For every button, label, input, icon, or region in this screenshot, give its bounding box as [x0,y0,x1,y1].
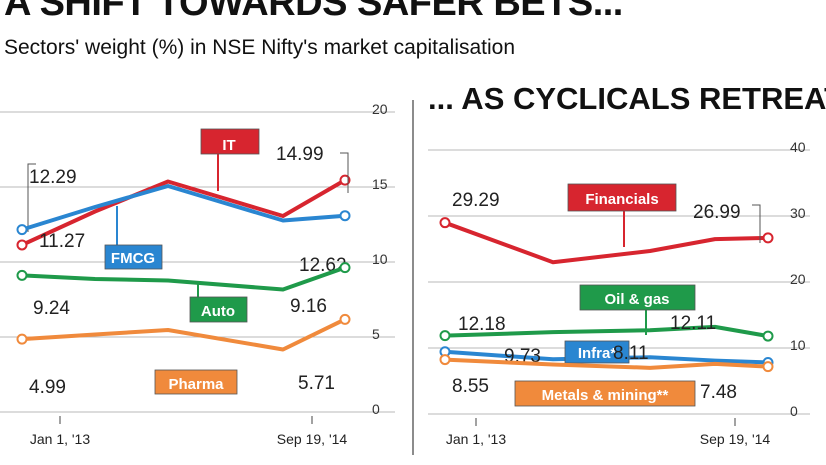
right-x-axis: Jan 1, '13 Sep 19, '14 [446,418,771,447]
series-name-metals-mining: Metals & mining** [542,387,669,404]
data-point-financials [762,232,774,244]
data-point-financials [439,217,451,229]
bracket-financials [752,204,761,243]
left-panel: 0 5 10 15 20 Jan 1, '13 Sep 19, '14 IT 11.27 14… [0,101,395,447]
end-value-fmcg: 12.62 [299,255,347,276]
headline: A SHIFT TOWARDS SAFER BETS... [4,0,623,24]
right-gridlines [428,149,810,415]
series-name-infra: Infra* [578,345,617,362]
end-value-auto: 9.16 [290,296,327,317]
series-name-auto: Auto [201,303,235,320]
data-point-fmcg [339,210,351,222]
right-panel: ... AS CYCLICALS RETREAT 0 10 20 30 40 Jan 1… [428,81,826,447]
start-value-auto: 9.24 [33,298,70,319]
data-point-oil-gas [439,330,451,342]
series-name-pharma: Pharma [168,376,224,393]
series-tag-auto [189,296,248,323]
right-y-axis: 0 10 20 30 40 [790,139,806,419]
series-pharma: Pharma 4.99 5.71 [16,313,351,398]
series-line-fmcg [20,184,347,232]
series-tag-metals-mining [514,380,696,407]
start-value-oil-gas: 12.18 [458,314,506,335]
left-x-axis: Jan 1, '13 Sep 19, '14 [30,416,348,447]
series-line-financials [443,220,770,265]
y-tick-label: 30 [790,205,806,221]
series-line-it [20,178,347,247]
series-tag-it [200,128,260,155]
start-value-pharma: 4.99 [29,377,66,398]
left-y-axis: 0 5 10 15 20 [372,101,388,417]
end-value-financials: 26.99 [693,202,741,223]
end-value-oil-gas: 12.11 [670,313,716,334]
series-metals-mining: Metals & mining** 8.55 7.48 [439,354,774,407]
series-it: IT 11.27 14.99 [16,128,351,252]
end-value-metals-mining: 7.48 [700,382,737,403]
right-series: Financials 29.29 26.99 Oil & gas 12.18 12.11 I… [439,183,774,407]
data-point-fmcg [16,224,28,236]
data-point-oil-gas [762,330,774,342]
series-fmcg: FMCG 12.29 12.62 [16,167,351,276]
y-tick-label: 0 [372,401,380,417]
left-gridlines [0,111,395,413]
x-tick-label: Sep 19, '14 [277,431,348,447]
x-tick-label: Jan 1, '13 [30,431,90,447]
series-name-financials: Financials [585,191,658,208]
series-line-pharma [20,317,347,352]
data-point-pharma [16,333,28,345]
series-tag-pharma [154,369,238,395]
end-value-infra: 8.11 [613,343,649,364]
subtitle: Sectors' weight (%) in NSE Nifty's marke… [4,36,516,59]
y-tick-label: 10 [790,337,806,353]
data-point-auto [339,262,351,274]
end-value-it: 14.99 [276,144,324,165]
series-name-it: IT [222,137,235,154]
series-line-metals-mining [443,357,770,370]
series-tag-fmcg [104,244,163,270]
start-value-financials: 29.29 [452,190,500,211]
data-point-pharma [339,313,351,325]
y-tick-label: 10 [372,251,388,267]
series-name-fmcg: FMCG [111,250,155,267]
series-line-auto [20,265,347,292]
series-financials: Financials 29.29 26.99 [439,183,774,265]
bracket-it [27,163,36,232]
data-point-metals-mining [439,354,451,366]
start-value-metals-mining: 8.55 [452,376,489,397]
y-tick-label: 0 [790,403,798,419]
series-tag-financials [567,183,677,212]
series-name-oil-gas: Oil & gas [604,291,669,308]
series-line-oil-gas [443,324,770,339]
data-point-metals-mining [762,361,774,373]
series-tag-infra [564,340,630,364]
right-panel-title: ... AS CYCLICALS RETREAT [428,81,826,116]
y-tick-label: 20 [790,271,806,287]
series-auto: Auto 9.24 9.16 [16,262,351,323]
start-value-fmcg: 12.29 [29,167,77,188]
y-tick-label: 5 [372,326,380,342]
series-tag-oil-gas [579,284,696,311]
x-tick-label: Jan 1, '13 [446,431,506,447]
end-value-pharma: 5.71 [298,373,335,394]
y-tick-label: 20 [372,101,388,117]
bracket-it [340,152,349,193]
y-tick-label: 15 [372,176,388,192]
series-oil-gas: Oil & gas 12.18 12.11 [439,284,774,342]
y-tick-label: 40 [790,139,806,155]
data-point-it [16,239,28,251]
x-tick-label: Sep 19, '14 [700,431,771,447]
data-point-auto [16,269,28,281]
data-point-it [339,174,351,186]
start-value-it: 11.27 [39,231,85,252]
series-line-infra [443,349,770,365]
